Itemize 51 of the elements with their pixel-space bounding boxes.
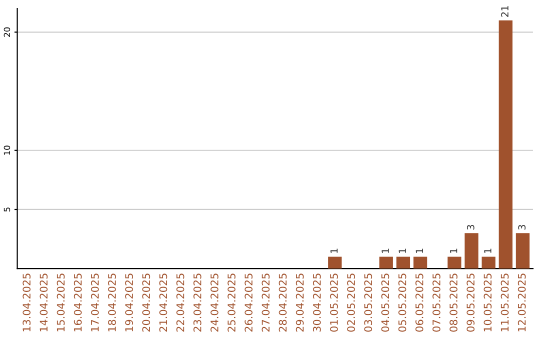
x-tick-label: 29.04.2025 <box>296 274 304 332</box>
x-tick-label: 20.04.2025 <box>142 274 150 332</box>
x-tick-label: 11.05.2025 <box>500 274 509 332</box>
x-tick-label: 19.04.2025 <box>125 274 134 332</box>
x-tick-label: 07.05.2025 <box>432 274 440 332</box>
bar <box>413 256 428 269</box>
data-label: 1 <box>382 248 389 253</box>
x-tick-label: 02.05.2025 <box>347 274 355 332</box>
bar <box>448 256 462 269</box>
x-tick-label: 15.04.2025 <box>56 274 65 332</box>
data-label: 1 <box>330 248 338 253</box>
x-tick-label: 09.05.2025 <box>466 274 475 332</box>
data-label: 1 <box>416 248 423 253</box>
x-tick-label: 26.04.2025 <box>244 274 253 332</box>
x-tick-label: 16.04.2025 <box>74 274 82 332</box>
bar <box>328 256 342 269</box>
x-tick-label: 24.04.2025 <box>210 274 218 332</box>
x-tick-label: 21.04.2025 <box>159 274 168 332</box>
x-tick-label: 04.05.2025 <box>381 274 390 332</box>
bar <box>396 256 410 269</box>
x-tick-label: 28.04.2025 <box>278 274 287 332</box>
x-tick-label: 03.05.2025 <box>364 274 372 332</box>
x-tick-label: 10.05.2025 <box>484 274 492 332</box>
bar <box>464 233 478 269</box>
x-tick-label: 14.04.2025 <box>40 274 48 332</box>
x-tick-label: 18.04.2025 <box>108 274 116 332</box>
y-tick-label: 20 <box>4 27 10 37</box>
y-tick-label: 5 <box>4 208 10 212</box>
data-label: 1 <box>398 248 406 253</box>
x-tick-label: 30.04.2025 <box>312 274 321 332</box>
x-tick-label: 25.04.2025 <box>228 274 236 332</box>
bar <box>379 256 393 269</box>
x-tick-label: 23.04.2025 <box>193 274 202 332</box>
x-tick-label: 05.05.2025 <box>398 274 406 332</box>
data-label: 21 <box>501 6 508 17</box>
data-label: 3 <box>518 224 526 230</box>
x-tick-label: 22.04.2025 <box>176 274 184 332</box>
bar <box>516 233 530 269</box>
y-tick-label: 10 <box>4 146 10 155</box>
x-tick-label: 27.04.2025 <box>262 274 270 332</box>
x-tick-label: 12.05.2025 <box>518 274 526 332</box>
data-label: 1 <box>484 248 492 253</box>
x-tick-label: 08.05.2025 <box>450 274 458 332</box>
bar <box>498 20 512 269</box>
x-tick-label: 13.04.2025 <box>22 274 31 332</box>
x-tick-label: 01.05.2025 <box>330 274 338 332</box>
data-label: 1 <box>450 248 458 253</box>
x-tick-label: 17.04.2025 <box>90 274 99 332</box>
data-label: 3 <box>466 224 474 230</box>
bar <box>482 256 496 269</box>
x-tick-label: 06.05.2025 <box>415 274 424 332</box>
